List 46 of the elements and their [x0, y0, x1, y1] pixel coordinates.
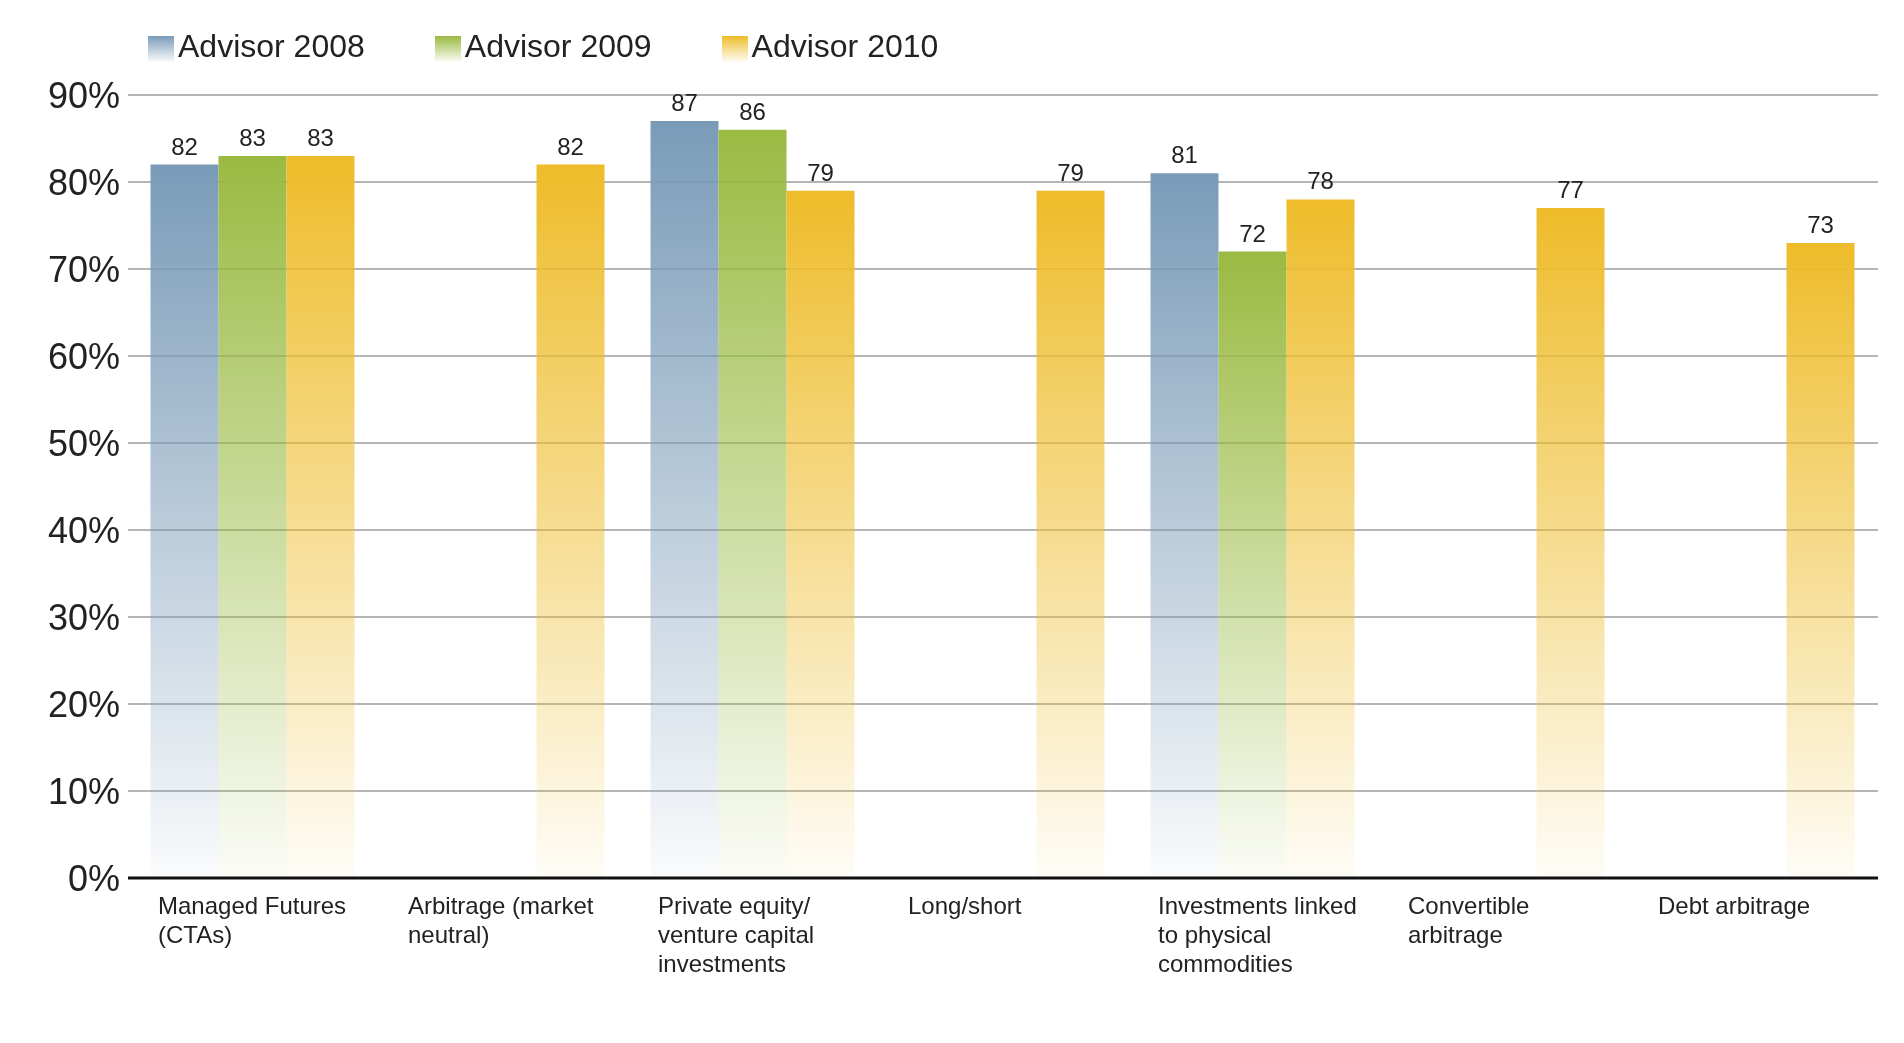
x-tick-label: Investments linked to physical commodities: [1158, 892, 1357, 977]
bar: [1536, 208, 1605, 878]
data-label: 78: [1307, 167, 1334, 195]
y-tick-label: 60%: [47, 335, 120, 377]
x-tick-label: Arbitrage (market neutral): [408, 892, 594, 948]
data-label: 81: [1171, 141, 1198, 169]
bar: [1218, 251, 1287, 878]
x-tick-label: Managed Futures (CTAs): [158, 892, 347, 948]
y-tick-label: 20%: [47, 683, 120, 725]
data-label: 79: [807, 158, 834, 186]
x-tick-label: Convertible arbitrage: [1408, 892, 1530, 948]
bar: [650, 121, 719, 878]
y-tick-label: 30%: [47, 596, 120, 638]
bar: [536, 164, 605, 878]
data-label: 82: [171, 132, 198, 160]
data-label: 83: [239, 123, 266, 151]
bar: [150, 164, 219, 878]
x-tick-label: Debt arbitrage: [1658, 892, 1811, 919]
y-tick-label: 40%: [47, 509, 120, 551]
y-tick-label: 0%: [67, 857, 120, 899]
data-label: 73: [1807, 210, 1834, 238]
bar: [718, 129, 787, 878]
bar: [1150, 173, 1219, 878]
bar: [1286, 199, 1355, 878]
x-tick-label: Long/short: [908, 892, 1022, 919]
legend-label: Advisor 2010: [751, 28, 939, 64]
legend-label: Advisor 2009: [464, 28, 652, 64]
x-tick-label: Private equity/ venture capital investments: [658, 892, 815, 977]
data-label: 87: [671, 89, 698, 117]
y-tick-label: 50%: [47, 422, 120, 464]
bar: [286, 155, 355, 878]
bar: [1036, 190, 1105, 878]
data-label: 79: [1057, 158, 1084, 186]
data-label: 77: [1557, 176, 1584, 204]
y-tick-label: 80%: [47, 161, 120, 203]
y-tick-label: 10%: [47, 770, 120, 812]
bar: [218, 155, 287, 878]
bar: [1786, 242, 1855, 878]
data-label: 86: [739, 97, 766, 125]
y-tick-label: 70%: [47, 248, 120, 290]
legend-label: Advisor 2008: [178, 28, 365, 64]
bar: [786, 190, 855, 878]
data-label: 72: [1239, 219, 1266, 247]
data-label: 83: [307, 123, 334, 151]
data-label: 82: [557, 132, 584, 160]
y-tick-label: 90%: [47, 74, 120, 116]
